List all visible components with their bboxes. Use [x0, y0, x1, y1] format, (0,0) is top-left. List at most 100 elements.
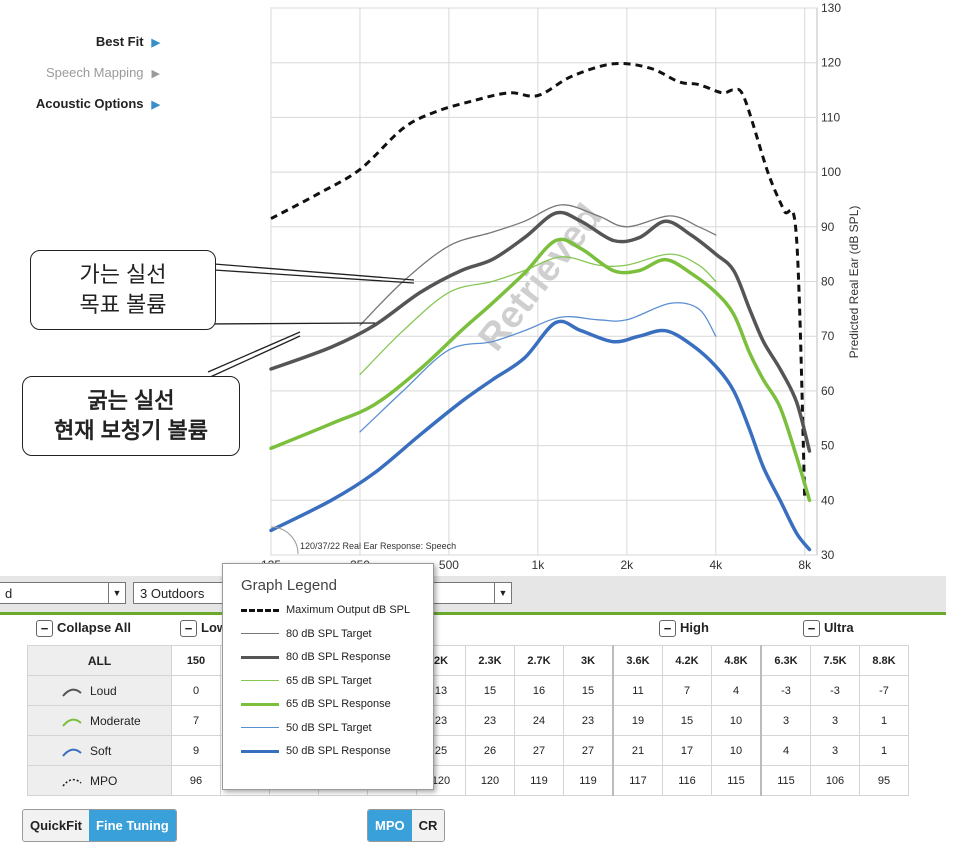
mpo-button[interactable]: MPO [368, 810, 412, 841]
gain-cell[interactable]: -3 [760, 675, 811, 706]
gain-cell[interactable]: 26 [465, 735, 515, 766]
soft-curve-icon [62, 748, 82, 757]
gain-cell[interactable]: 95 [859, 765, 909, 796]
gain-cell[interactable]: 96 [171, 765, 221, 796]
row-label-mpo[interactable]: MPO [27, 765, 172, 796]
graph-legend-popup: Graph Legend Maximum Output dB SPL 80 dB … [222, 563, 434, 790]
y-tick-label: 50 [821, 439, 835, 453]
gain-cell[interactable]: 23 [563, 705, 614, 736]
table-header-row: ALL 150 2K 2.3K 2.7K 3K 3.6K 4.2K 4.8K 6… [27, 645, 909, 676]
row-label-soft[interactable]: Soft [27, 735, 172, 766]
legend-item: 65 dB SPL Target [241, 673, 372, 689]
legend-item: 50 dB SPL Target [241, 720, 372, 736]
minus-icon: − [180, 620, 197, 638]
gain-cell[interactable]: 115 [760, 765, 811, 796]
gain-cell[interactable]: 15 [563, 675, 614, 706]
gain-cell[interactable]: 106 [810, 765, 860, 796]
legend-swatch [241, 680, 279, 682]
loud-curve-icon [62, 688, 82, 697]
side-nav: Best Fit ▶ Speech Mapping ▶ Acoustic Optio… [20, 30, 160, 120]
gain-cell[interactable]: 119 [563, 765, 614, 796]
callout-pointer [207, 331, 301, 373]
header-cell: 8.8K [859, 645, 909, 676]
gain-cell[interactable]: 3 [810, 705, 860, 736]
minus-icon: − [36, 620, 53, 638]
legend-item: 65 dB SPL Response [241, 696, 391, 712]
gain-cell[interactable]: 3 [810, 735, 860, 766]
gain-cell[interactable]: 4 [711, 675, 762, 706]
y-tick-label: 130 [821, 1, 841, 15]
group-high-button[interactable]: − High [659, 620, 709, 638]
gain-cell[interactable]: 19 [612, 705, 663, 736]
gain-cell[interactable]: 119 [514, 765, 564, 796]
gain-cell[interactable]: 0 [171, 675, 221, 706]
corner-arc [270, 526, 299, 555]
row-label-moderate[interactable]: Moderate [27, 705, 172, 736]
series-line-65-db-spl-target [359, 253, 717, 376]
legend-swatch [241, 749, 279, 753]
nav-acoustic-options[interactable]: Acoustic Options ▶ [35, 96, 160, 111]
gain-cell[interactable]: 15 [465, 675, 515, 706]
dropdown-arrow-icon: ▼ [108, 583, 125, 603]
gain-cell[interactable]: 3 [760, 705, 811, 736]
collapse-all-button[interactable]: − Collapse All [36, 620, 131, 638]
minus-icon: − [803, 620, 820, 638]
gain-cell[interactable]: 10 [711, 735, 762, 766]
gain-cell[interactable]: -3 [810, 675, 860, 706]
header-all[interactable]: ALL [27, 645, 172, 676]
row-label-loud[interactable]: Loud [27, 675, 172, 706]
legend-label: 65 dB SPL Target [286, 674, 372, 687]
nav-best-fit[interactable]: Best Fit ▶ [95, 34, 160, 49]
fine-tuning-button[interactable]: Fine Tuning [89, 810, 176, 841]
chart-caption: 120/37/22 Real Ear Response: Speech [300, 541, 456, 551]
y-tick-label: 30 [821, 548, 835, 562]
gain-cell[interactable]: 7 [662, 675, 712, 706]
gain-cell[interactable]: 116 [662, 765, 712, 796]
group-low-button[interactable]: − Low [180, 620, 227, 638]
gain-cell[interactable]: 1 [859, 735, 909, 766]
gain-cell[interactable]: 115 [711, 765, 762, 796]
gain-cell[interactable]: 17 [662, 735, 712, 766]
minus-icon: − [659, 620, 676, 638]
y-tick-label: 120 [821, 56, 841, 70]
gain-cell[interactable]: 11 [612, 675, 663, 706]
quickfit-button[interactable]: QuickFit [23, 810, 90, 841]
dropdown-arrow-icon: ▼ [494, 583, 511, 603]
gain-cell[interactable]: 117 [612, 765, 663, 796]
table-row-soft: Soft 9 5 25 26 27 27 21 17 10 4 3 1 [27, 735, 909, 766]
gain-cell[interactable]: 15 [662, 705, 712, 736]
gain-cell[interactable]: -7 [859, 675, 909, 706]
gain-cell[interactable]: 23 [465, 705, 515, 736]
gain-cell[interactable]: 21 [612, 735, 663, 766]
x-tick-label: 4k [709, 558, 723, 572]
gain-cell[interactable]: 120 [465, 765, 515, 796]
program-select-1[interactable]: d ▼ [0, 582, 126, 604]
group-ultra-button[interactable]: − Ultra [803, 620, 854, 638]
gain-cell[interactable]: 24 [514, 705, 564, 736]
legend-item: 80 dB SPL Response [241, 649, 391, 665]
gain-cell[interactable]: 27 [514, 735, 564, 766]
header-cell: 3.6K [612, 645, 663, 676]
gain-cell[interactable]: 1 [859, 705, 909, 736]
legend-swatch [241, 608, 279, 612]
gain-cell[interactable]: 9 [171, 735, 221, 766]
gain-cell[interactable]: 16 [514, 675, 564, 706]
cr-button[interactable]: CR [411, 810, 445, 841]
nav-speech-mapping[interactable]: Speech Mapping ▶ [45, 65, 160, 80]
legend-label: 65 dB SPL Response [286, 698, 391, 710]
y-tick-label: 110 [821, 110, 840, 124]
gain-cell[interactable]: 7 [171, 705, 221, 736]
legend-item: Maximum Output dB SPL [241, 602, 410, 618]
gain-cell[interactable]: 27 [563, 735, 614, 766]
environment-select[interactable]: 3 Outdoors [133, 582, 223, 604]
legend-label: Maximum Output dB SPL [286, 604, 411, 616]
program-toolbar: d ▼ 3 Outdoors ▼ [0, 576, 946, 615]
table-row-loud: Loud 0 4 13 15 16 15 11 7 4 -3 -3 -7 [27, 675, 909, 706]
header-cell: 3K [563, 645, 614, 676]
mpo-curve-icon [62, 778, 82, 787]
gain-cell[interactable]: 10 [711, 705, 762, 736]
gain-cell[interactable]: 4 [760, 735, 811, 766]
legend-swatch [241, 727, 279, 729]
legend-title: Graph Legend [241, 577, 337, 594]
legend-swatch [241, 633, 279, 635]
